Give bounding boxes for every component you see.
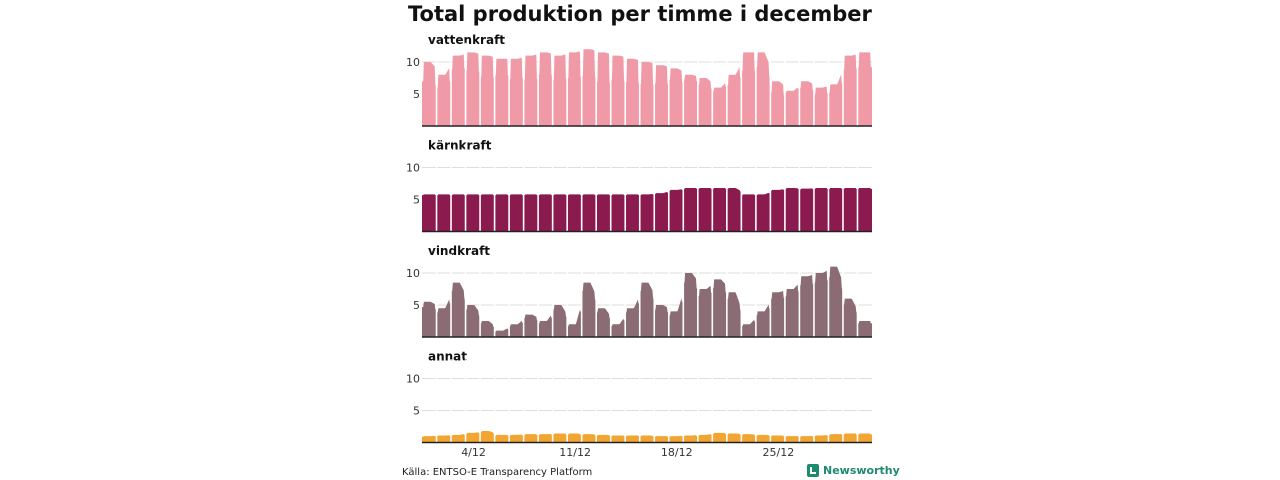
- y-tick-label: 5: [413, 88, 420, 101]
- y-tick-label: 5: [413, 299, 420, 312]
- area-series-2: [422, 266, 872, 337]
- panel-title: annat: [428, 350, 467, 364]
- x-tick-label: 18/12: [661, 446, 693, 459]
- brand-name: Newsworthy: [823, 464, 900, 477]
- chart-title: Total produktion per timme i december: [408, 2, 872, 26]
- panel-title: kärnkraft: [428, 139, 492, 153]
- panel-title: vindkraft: [428, 244, 490, 258]
- panel-1: kärnkraft 5 10: [406, 139, 872, 233]
- newsworthy-logo-icon: [807, 464, 819, 477]
- y-tick-label: 10: [406, 373, 420, 386]
- area-series-3: [422, 430, 872, 443]
- source-note: Källa: ENTSO-E Transparency Platform: [402, 467, 593, 478]
- panel-title: vattenkraft: [428, 33, 505, 47]
- x-tick-label: 11/12: [559, 446, 591, 459]
- brand-logo[interactable]: Newsworthy: [807, 464, 900, 477]
- area-series-0: [422, 49, 872, 127]
- x-tick-label: 4/12: [461, 446, 486, 459]
- y-tick-label: 10: [406, 162, 420, 175]
- panel-3: annat 5 10: [406, 350, 872, 444]
- y-tick-label: 10: [406, 56, 420, 69]
- y-tick-label: 5: [413, 194, 420, 207]
- panel-0: vattenkraft 5 10: [406, 33, 872, 127]
- y-tick-label: 5: [413, 405, 420, 418]
- x-tick-label: 25/12: [763, 446, 795, 459]
- panel-2: vindkraft 5 10: [406, 244, 872, 338]
- area-series-1: [422, 187, 872, 232]
- y-tick-label: 10: [406, 267, 420, 280]
